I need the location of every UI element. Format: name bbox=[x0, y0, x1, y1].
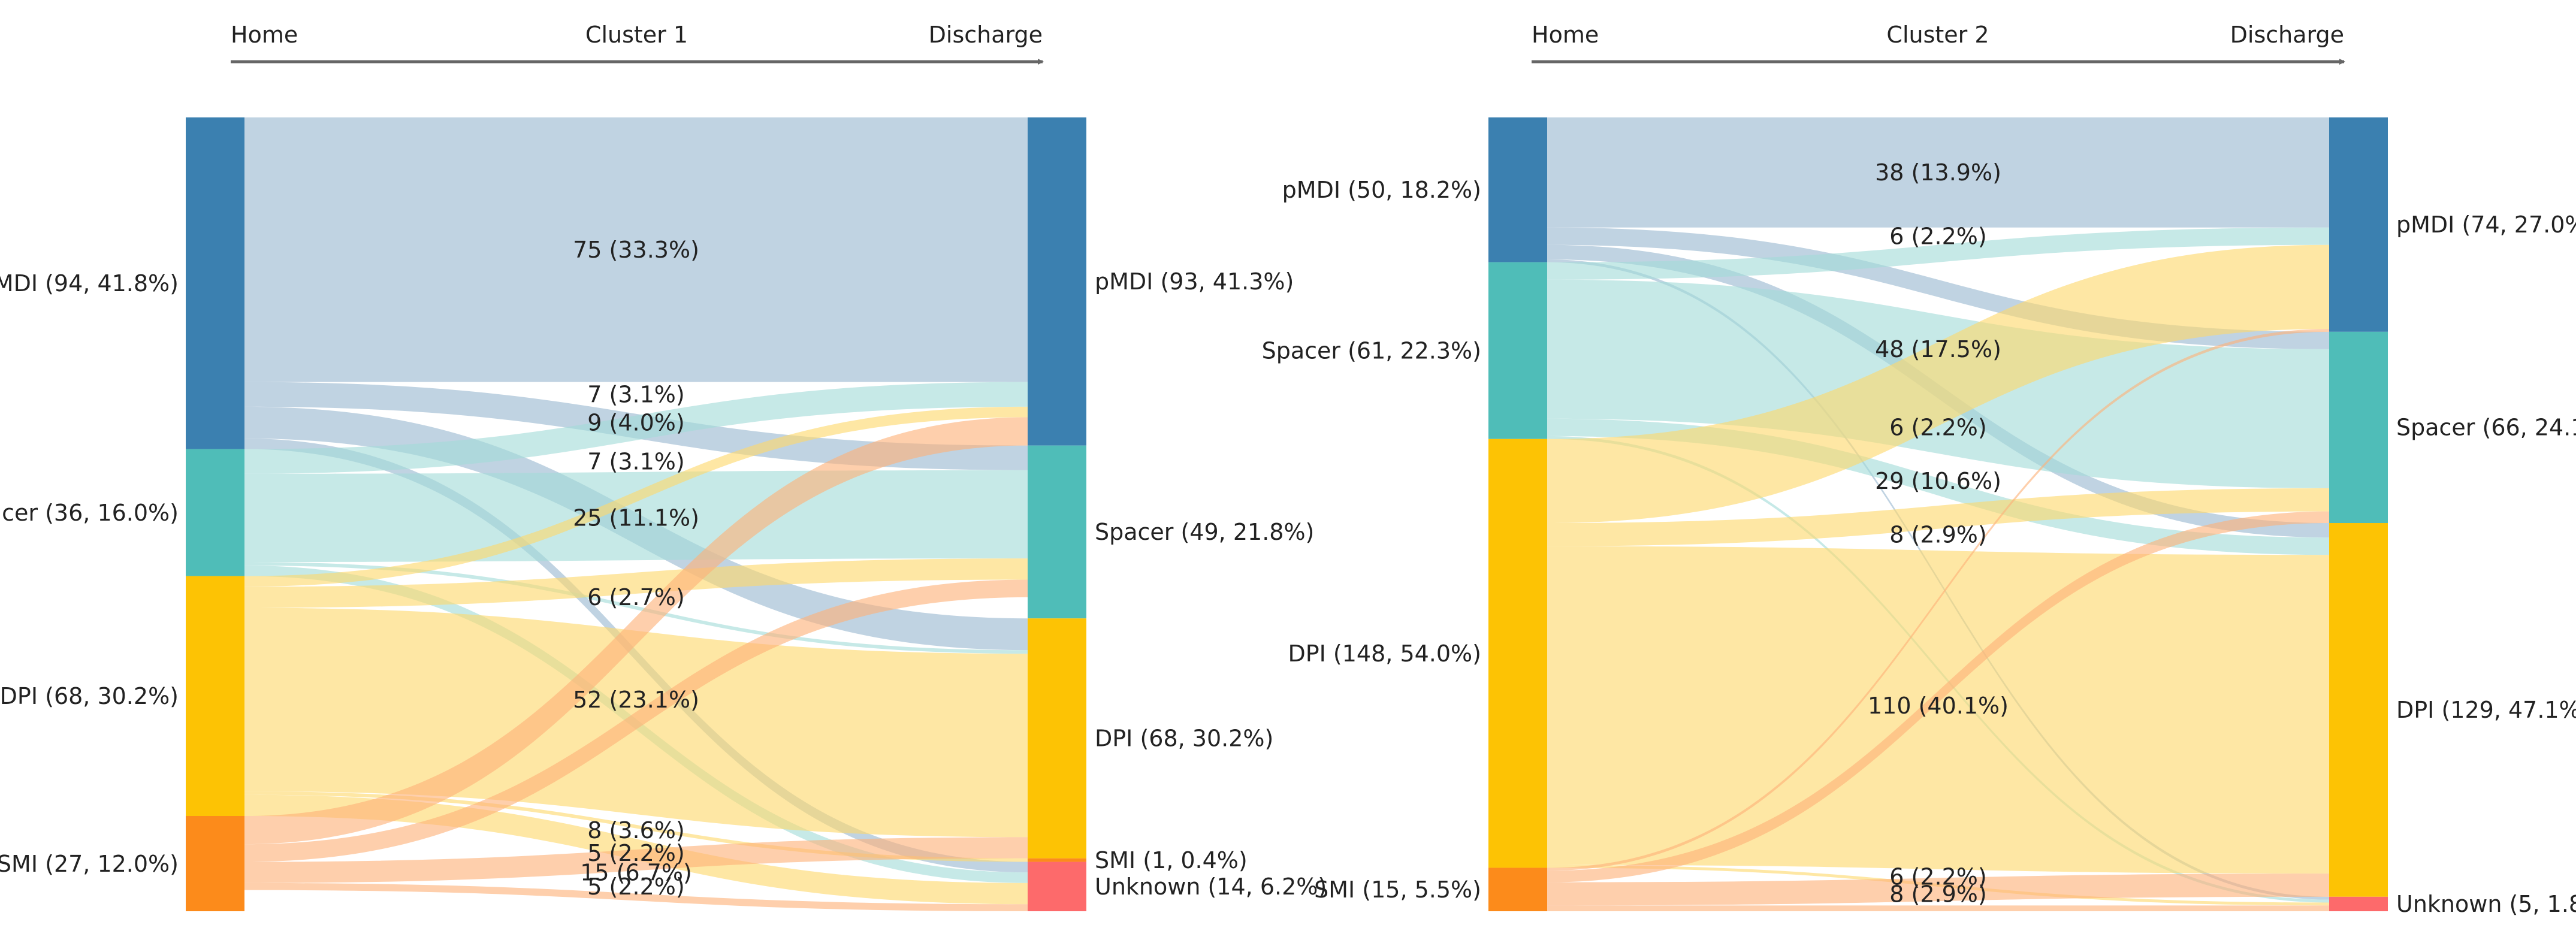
right-node-label-spacer: Spacer (66, 24.1%) bbox=[2396, 415, 2576, 441]
axis-label-middle: Cluster 2 bbox=[1886, 22, 1989, 48]
right-node-label-unknown: Unknown (14, 6.2%) bbox=[1095, 873, 1327, 900]
flow-dpi-to-pmdi bbox=[1547, 244, 2329, 524]
right-node-label-pmdi: pMDI (74, 27.0%) bbox=[2396, 211, 2576, 238]
right-node-label-unknown: Unknown (5, 1.8%) bbox=[2396, 891, 2576, 917]
right-node-pmdi bbox=[1028, 117, 1086, 446]
axis-label-right: Discharge bbox=[929, 22, 1043, 48]
flow-smi-to-spacer bbox=[1547, 511, 2329, 882]
flow-label-smi-to-dpi: 8 (2.9%) bbox=[1889, 881, 1986, 907]
right-node-dpi bbox=[1028, 618, 1086, 859]
right-node-spacer bbox=[1028, 445, 1086, 619]
left-node-smi bbox=[1488, 868, 1547, 911]
flow-label-spacer-to-pmdi: 7 (3.1%) bbox=[587, 448, 684, 474]
right-node-label-spacer: Spacer (49, 21.8%) bbox=[1095, 519, 1314, 545]
flow-label-pmdi-to-spacer: 6 (2.2%) bbox=[1889, 223, 1986, 250]
left-node-pmdi bbox=[186, 117, 244, 449]
right-node-spacer bbox=[2329, 331, 2388, 524]
right-node-dpi bbox=[2329, 523, 2388, 897]
axis-label-left: Home bbox=[231, 22, 298, 48]
flow-label-pmdi-to-pmdi: 38 (13.9%) bbox=[1875, 159, 2001, 186]
flow-smi-to-unknown bbox=[1547, 905, 2329, 911]
flow-smi-to-spacer bbox=[244, 579, 1028, 862]
flow-pmdi-to-spacer bbox=[1547, 227, 2329, 349]
flow-label-dpi-to-spacer: 8 (2.9%) bbox=[1889, 522, 1986, 548]
flow-spacer-to-dpi bbox=[244, 562, 1028, 654]
left-node-smi bbox=[186, 816, 244, 911]
flow-dpi-to-spacer bbox=[244, 558, 1028, 608]
left-node-label-spacer: Spacer (36, 16.0%) bbox=[0, 500, 179, 526]
left-node-dpi bbox=[1488, 439, 1547, 868]
left-node-spacer bbox=[1488, 262, 1547, 439]
left-node-spacer bbox=[186, 449, 244, 576]
flow-label-pmdi-to-spacer: 7 (3.1%) bbox=[587, 382, 684, 408]
flow-spacer-to-pmdi bbox=[244, 382, 1028, 474]
axis-label-right: Discharge bbox=[2230, 22, 2344, 48]
left-node-label-pmdi: pMDI (50, 18.2%) bbox=[1282, 177, 1481, 203]
axis-label-middle: Cluster 1 bbox=[585, 22, 688, 48]
right-node-label-smi: SMI (1, 0.4%) bbox=[1095, 847, 1248, 873]
left-node-label-dpi: DPI (148, 54.0%) bbox=[1288, 640, 1481, 667]
axis-label-left: Home bbox=[1532, 22, 1599, 48]
left-node-label-spacer: Spacer (61, 22.3%) bbox=[1262, 338, 1481, 364]
right-node-label-pmdi: pMDI (93, 41.3%) bbox=[1095, 268, 1294, 295]
flow-label-pmdi-to-dpi: 9 (4.0%) bbox=[587, 410, 684, 436]
left-node-label-pmdi: pMDI (94, 41.8%) bbox=[0, 270, 179, 297]
right-node-unknown bbox=[1028, 862, 1086, 911]
right-node-pmdi bbox=[2329, 117, 2388, 332]
flow-label-spacer-to-dpi: 6 (2.2%) bbox=[1889, 415, 1986, 441]
flow-dpi-to-spacer bbox=[1547, 488, 2329, 546]
flow-dpi-to-smi bbox=[244, 791, 1028, 862]
flow-label-smi-to-pmdi: 8 (3.6%) bbox=[587, 817, 684, 844]
flow-label-spacer-to-spacer: 25 (11.1%) bbox=[573, 505, 699, 531]
sankey-panel-cluster-2: Home Cluster 2 Discharge pMDI (50, 18.2%) Sp… bbox=[1262, 22, 2576, 917]
left-node-label-dpi: DPI (68, 30.2%) bbox=[0, 683, 179, 709]
flow-dpi-to-dpi bbox=[1547, 546, 2329, 874]
flow-pmdi-to-pmdi bbox=[1547, 117, 2329, 228]
flow-label-spacer-to-spacer: 48 (17.5%) bbox=[1875, 336, 2001, 362]
right-node-unknown bbox=[2329, 896, 2388, 911]
left-node-dpi bbox=[186, 576, 244, 816]
flow-spacer-to-pmdi bbox=[1547, 227, 2329, 280]
flow-spacer-to-spacer bbox=[244, 470, 1028, 562]
sankey-panel-cluster-1: Home Cluster 1 Discharge pMDI (94, 41.8%) Sp… bbox=[0, 22, 1327, 911]
flow-label-smi-to-spacer: 6 (2.2%) bbox=[1889, 863, 1986, 890]
right-node-label-dpi: DPI (68, 30.2%) bbox=[1095, 726, 1273, 752]
flow-smi-to-dpi bbox=[1547, 873, 2329, 906]
flow-label-smi-to-spacer: 5 (2.2%) bbox=[587, 840, 684, 866]
flow-smi-to-pmdi bbox=[244, 417, 1028, 845]
flow-smi-to-pmdi bbox=[1547, 329, 2329, 871]
left-node-pmdi bbox=[1488, 117, 1547, 262]
flow-label-dpi-to-dpi: 110 (40.1%) bbox=[1868, 693, 2009, 719]
left-node-label-smi: SMI (27, 12.0%) bbox=[0, 851, 179, 877]
flow-label-dpi-to-dpi: 52 (23.1%) bbox=[573, 687, 699, 713]
flow-smi-to-unknown bbox=[244, 882, 1028, 911]
flow-label-smi-to-unknown: 5 (2.2%) bbox=[587, 873, 684, 900]
flow-pmdi-to-pmdi bbox=[244, 117, 1028, 382]
flow-label-pmdi-to-pmdi: 75 (33.3%) bbox=[573, 237, 699, 263]
flow-dpi-to-pmdi bbox=[244, 406, 1028, 587]
right-node-smi bbox=[1028, 858, 1086, 862]
right-node-label-dpi: DPI (129, 47.1%) bbox=[2396, 697, 2576, 723]
flow-label-dpi-to-spacer: 6 (2.7%) bbox=[587, 584, 684, 610]
left-node-label-smi: SMI (15, 5.5%) bbox=[1314, 876, 1481, 903]
flow-label-dpi-to-pmdi: 29 (10.6%) bbox=[1875, 468, 2001, 494]
flow-label-smi-to-dpi: 15 (6.7%) bbox=[580, 860, 692, 886]
flow-smi-to-dpi bbox=[244, 837, 1028, 883]
flow-spacer-to-dpi bbox=[1547, 418, 2329, 555]
